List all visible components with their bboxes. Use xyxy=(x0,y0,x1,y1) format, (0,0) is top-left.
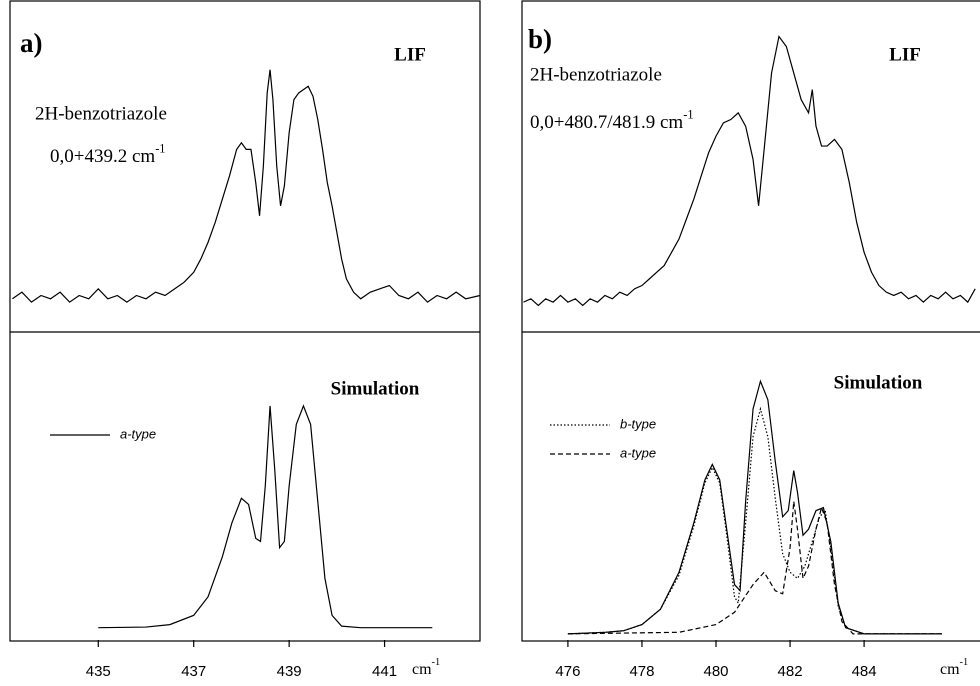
annotation-text: 0,0+480.7/481.9 cm xyxy=(530,112,683,133)
x-tick-label: 484 xyxy=(852,663,877,680)
annotation: 0,0+439.2 cm-1 xyxy=(50,141,165,167)
x-tick-label: 478 xyxy=(629,663,654,680)
subplot-title: LIF xyxy=(394,44,426,65)
spectrum-line xyxy=(568,501,942,633)
panel-frame xyxy=(522,1,980,641)
subplot-title: LIF xyxy=(889,44,921,65)
annotation-superscript: -1 xyxy=(683,107,693,121)
panel-label: b) xyxy=(528,24,552,54)
legend-label: b-type xyxy=(620,416,656,431)
x-axis-label-superscript: -1 xyxy=(960,657,969,668)
annotation-superscript: -1 xyxy=(155,141,165,155)
x-tick-label: 480 xyxy=(703,663,728,680)
x-axis-label-text: cm xyxy=(940,661,960,678)
x-axis-label-text: cm xyxy=(412,661,432,678)
x-tick-label: 439 xyxy=(277,663,302,680)
panel-frame xyxy=(10,1,480,641)
annotation: 0,0+480.7/481.9 cm-1 xyxy=(530,107,694,133)
x-axis-label: cm-1 xyxy=(412,657,440,677)
annotation: 2H-benzotriazole xyxy=(35,103,167,124)
x-tick-label: 482 xyxy=(778,663,803,680)
annotation: 2H-benzotriazole xyxy=(530,64,662,85)
x-tick-label: 441 xyxy=(372,663,397,680)
x-axis-label: cm-1 xyxy=(940,657,968,677)
subplot-title: Simulation xyxy=(834,372,923,393)
legend-label: a-type xyxy=(620,445,656,460)
panel-label: a) xyxy=(20,28,43,58)
x-tick-label: 435 xyxy=(86,663,111,680)
legend-label: a-type xyxy=(120,426,156,441)
x-tick-label: 476 xyxy=(555,663,580,680)
annotation-text: 0,0+439.2 cm xyxy=(50,146,155,167)
spectrum-line xyxy=(568,409,942,634)
x-tick-label: 437 xyxy=(181,663,206,680)
subplot-title: Simulation xyxy=(331,378,420,399)
x-axis-label-superscript: -1 xyxy=(432,657,441,668)
